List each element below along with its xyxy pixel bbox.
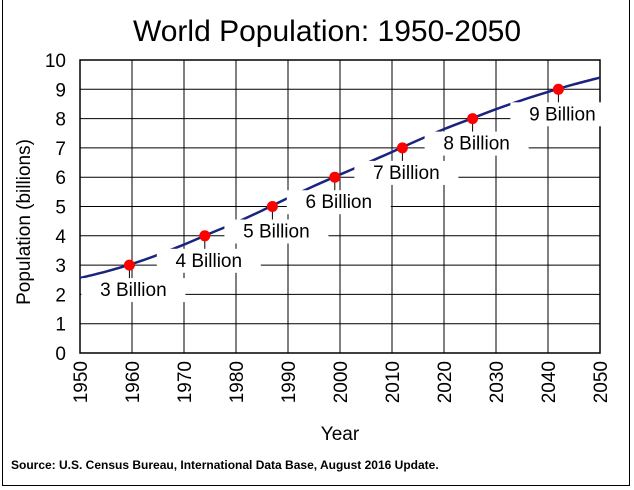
milestone-markers	[123, 83, 564, 271]
x-tick-label: 2050	[591, 361, 612, 403]
milestone-label: 6 Billion	[306, 192, 373, 213]
milestone-label-bg	[224, 219, 329, 244]
chart-title: World Population: 1950-2050	[133, 15, 521, 48]
milestone-label: 5 Billion	[243, 222, 310, 243]
y-tick-label: 10	[45, 51, 66, 72]
y-tick-label: 7	[55, 139, 66, 160]
x-tick-label: 1990	[279, 361, 300, 403]
milestone-label-bg	[156, 248, 261, 273]
y-tick-label: 8	[55, 110, 66, 131]
milestone-marker	[552, 83, 564, 95]
milestone-marker	[396, 142, 408, 154]
y-tick-label: 5	[55, 198, 66, 219]
milestone-marker	[199, 230, 211, 242]
y-tick-label: 0	[55, 344, 66, 365]
milestone-label: 7 Billion	[373, 163, 440, 184]
x-axis-ticks: 1950 1960 1970 1980 1990 2000 2010 2020 2030 2040…	[71, 361, 612, 403]
x-tick-label: 2020	[435, 361, 456, 403]
milestone-label: 3 Billion	[100, 280, 167, 301]
milestone-label-bg	[510, 102, 615, 127]
x-tick-label: 1970	[175, 361, 196, 403]
y-tick-label: 9	[55, 80, 66, 101]
y-tick-label: 3	[55, 256, 66, 277]
x-tick-label: 1950	[71, 361, 92, 403]
plot-border	[79, 59, 601, 354]
y-axis-label: Population (billions)	[14, 139, 35, 305]
y-tick-label: 6	[55, 168, 66, 189]
milestone-marker	[467, 113, 479, 125]
x-tick-label: 2040	[539, 361, 560, 403]
x-tick-label: 2030	[487, 361, 508, 403]
x-axis-label: Year	[321, 424, 360, 445]
x-tick-label: 2010	[383, 361, 404, 403]
milestone-label-bg	[424, 131, 529, 156]
milestone-label: 8 Billion	[443, 134, 510, 155]
y-tick-label: 4	[55, 227, 66, 248]
y-tick-label: 2	[55, 285, 66, 306]
milestone-label: 9 Billion	[529, 104, 596, 125]
y-axis-ticks: 0 1 2 3 4 5 6 7 8 9 10	[45, 51, 67, 365]
milestone-label: 4 Billion	[176, 251, 243, 272]
x-tick-label: 1980	[227, 361, 248, 403]
milestone-leaders	[81, 89, 615, 303]
source-note: Source: U.S. Census Bureau, Internationa…	[11, 458, 439, 472]
population-chart: World Population: 1950-2050 0 1 2 3 4 5 6 7 8 9 10…	[14, 15, 615, 445]
milestone-label-bg	[354, 160, 459, 185]
milestone-marker	[329, 171, 341, 183]
x-tick-label: 1960	[123, 361, 144, 403]
milestone-label-bg	[81, 278, 186, 303]
milestone-marker	[266, 201, 278, 212]
milestone-marker	[123, 259, 135, 271]
x-tick-label: 2000	[331, 361, 352, 403]
milestone-label-bg	[286, 190, 391, 215]
y-tick-label: 1	[55, 315, 66, 336]
